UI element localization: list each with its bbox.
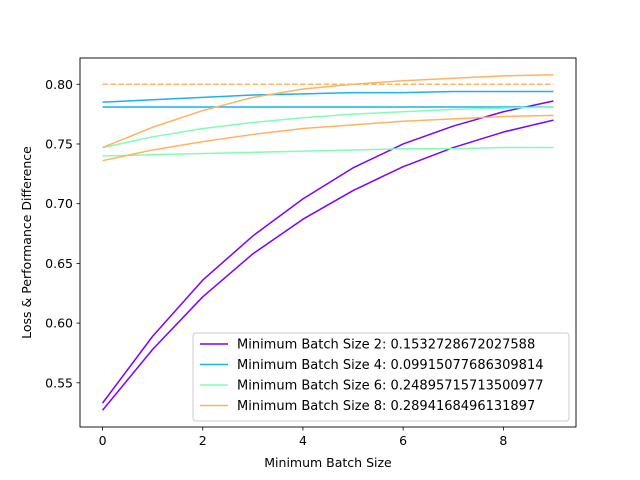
legend-label-1: Minimum Batch Size 2: 0.1532728672027588 [237, 338, 535, 353]
series-1-line-2 [101, 119, 554, 411]
legend-box [192, 332, 570, 422]
legend-label-3: Minimum Batch Size 6: 0.2489571571350097… [237, 379, 544, 394]
y-tick-label: 0.80 [45, 77, 73, 92]
legend: Minimum Batch Size 2: 0.1532728672027588… [192, 332, 570, 422]
series-lines [101, 73, 554, 411]
x-tick-label: 8 [499, 433, 507, 448]
axes-frame [79, 57, 577, 428]
series-1-line-1 [101, 100, 554, 404]
series-2-line-1 [102, 90, 554, 103]
legend-label-4: Minimum Batch Size 8: 0.2894168496131897 [237, 399, 535, 414]
series-3-line-2 [102, 146, 554, 157]
x-tick-label: 2 [199, 433, 207, 448]
series-4-line-2 [102, 114, 554, 162]
y-tick-label: 0.60 [45, 316, 73, 331]
y-tick-label: 0.65 [45, 256, 73, 271]
x-tick-label: 0 [99, 433, 107, 448]
y-axis-label: Loss & Performance Difference [19, 146, 34, 339]
y-tick-label: 0.75 [45, 136, 73, 151]
x-axis-ticks: 0 2 4 6 8 [99, 427, 507, 448]
y-axis-ticks: 0.55 0.60 0.65 0.70 0.75 0.80 [45, 77, 80, 390]
x-tick-label: 6 [399, 433, 407, 448]
series-4-line-1 [102, 73, 554, 149]
y-tick-label: 0.70 [45, 196, 73, 211]
x-tick-label: 4 [299, 433, 307, 448]
legend-label-2: Minimum Batch Size 4: 0.0991507768630981… [237, 358, 544, 373]
y-tick-label: 0.55 [45, 375, 73, 390]
x-axis-label: Minimum Batch Size [264, 455, 392, 470]
series-3-line-1 [102, 106, 554, 149]
